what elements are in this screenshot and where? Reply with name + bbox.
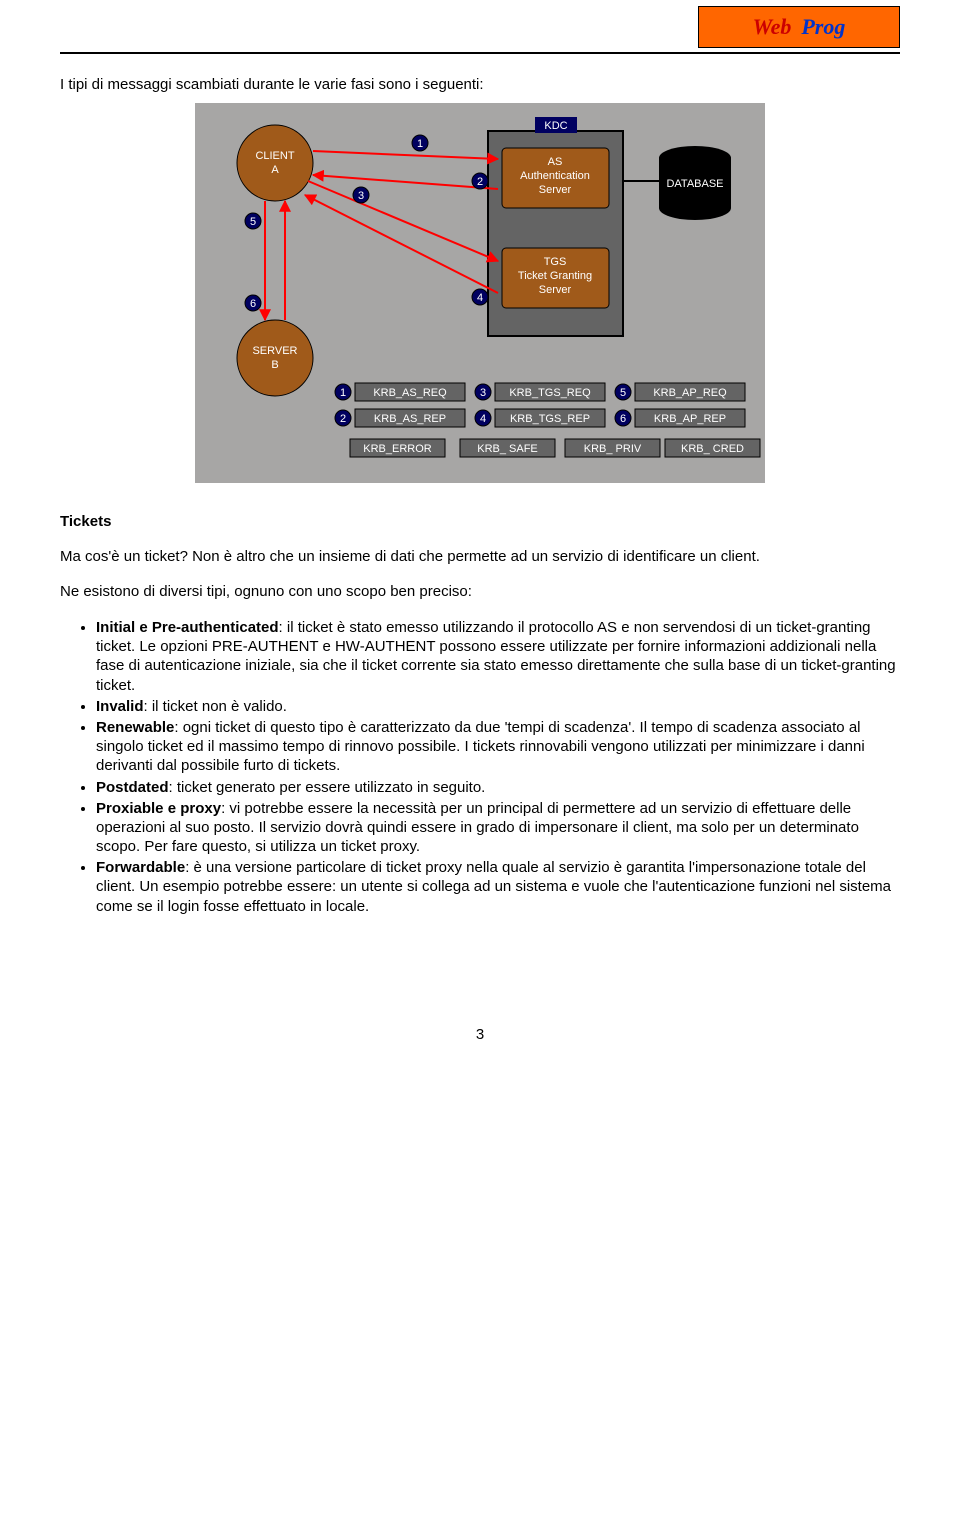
as-line3: Server [539,184,572,196]
ticket-type-term: Postdated [96,779,169,796]
ticket-type-term: Invalid [96,698,144,715]
page-number: 3 [60,1026,900,1043]
arrow-2 [313,175,498,189]
ticket-type-item: Initial e Pre-authenticated: il ticket è… [96,618,900,695]
ticket-type-term: Forwardable [96,859,185,876]
svg-text:5: 5 [250,216,256,228]
logo-word-2: Prog [801,14,845,40]
svg-text:4: 4 [477,292,483,304]
ticket-type-list: Initial e Pre-authenticated: il ticket è… [60,618,900,916]
ticket-type-body: : il ticket non è valido. [144,698,287,715]
as-line2: Authentication [520,170,590,182]
svg-text:2: 2 [477,176,483,188]
ticket-type-body: : ticket generato per essere utilizzato … [169,779,486,796]
header-rule [60,52,900,54]
ticket-question: Ma cos'è un ticket? Non è altro che un i… [60,548,900,565]
svg-text:3: 3 [480,387,486,399]
ticket-type-body: : è una versione particolare di ticket p… [96,859,891,914]
database-node: DATABASE [659,146,731,220]
svg-text:6: 6 [250,298,256,310]
client-node [237,125,313,201]
client-line1: CLIENT [255,150,294,162]
ticket-type-body: : ogni ticket di questo tipo è caratteri… [96,719,865,774]
tgs-line2: Ticket Granting [518,270,592,282]
svg-text:6: 6 [620,413,626,425]
ticket-type-term: Proxiable e proxy [96,800,221,817]
client-line2: A [271,164,279,176]
ticket-type-item: Proxiable e proxy: vi potrebbe essere la… [96,799,900,857]
ticket-type-item: Forwardable: è una versione particolare … [96,858,900,916]
tgs-line1: TGS [544,256,567,268]
tgs-line3: Server [539,284,572,296]
ticket-type-item: Postdated: ticket generato per essere ut… [96,778,900,797]
svg-text:1: 1 [417,138,423,150]
arrow-1 [313,151,498,159]
server-node [237,320,313,396]
svg-text:5: 5 [620,387,626,399]
server-line2: B [271,359,278,371]
svg-text:2: 2 [340,413,346,425]
db-label: DATABASE [666,178,723,190]
svg-text:KRB_TGS_REP: KRB_TGS_REP [510,413,590,425]
svg-text:KRB_AP_REP: KRB_AP_REP [654,413,726,425]
arrow-4 [305,195,498,293]
svg-text:KRB_ERROR: KRB_ERROR [363,443,432,455]
legend: 1 KRB_AS_REQ 3 KRB_TGS_REQ 5 KRB_AP_REQ 2 KRB_A… [335,383,760,457]
svg-text:KRB_AP_REQ: KRB_AP_REQ [653,387,727,399]
section-title: Tickets [60,513,900,530]
ticket-type-item: Invalid: il ticket non è valido. [96,697,900,716]
svg-text:3: 3 [358,190,364,202]
svg-text:KRB_ SAFE: KRB_ SAFE [477,443,538,455]
arrow-3 [308,181,498,261]
ticket-type-term: Renewable [96,719,174,736]
svg-text:KRB_AS_REQ: KRB_AS_REQ [373,387,447,399]
svg-text:KRB_ CRED: KRB_ CRED [681,443,744,455]
as-line1: AS [548,156,563,168]
webprog-logo: Web Prog [698,6,900,48]
kerberos-diagram: KDC AS Authentication Server TGS Ticket … [195,103,765,483]
server-line1: SERVER [252,345,297,357]
svg-text:4: 4 [480,413,486,425]
ticket-type-item: Renewable: ogni ticket di questo tipo è … [96,718,900,776]
svg-text:KRB_AS_REP: KRB_AS_REP [374,413,446,425]
svg-text:1: 1 [340,387,346,399]
intro-text: I tipi di messaggi scambiati durante le … [60,76,900,93]
ticket-type-term: Initial e Pre-authenticated [96,619,279,636]
svg-text:KRB_ PRIV: KRB_ PRIV [584,443,642,455]
svg-text:KRB_TGS_REQ: KRB_TGS_REQ [509,387,591,399]
ticket-lead: Ne esistono di diversi tipi, ognuno con … [60,583,900,600]
kdc-label: KDC [544,120,567,132]
header-logo-bar: Web Prog [0,0,960,48]
logo-word-1: Web [753,14,792,40]
